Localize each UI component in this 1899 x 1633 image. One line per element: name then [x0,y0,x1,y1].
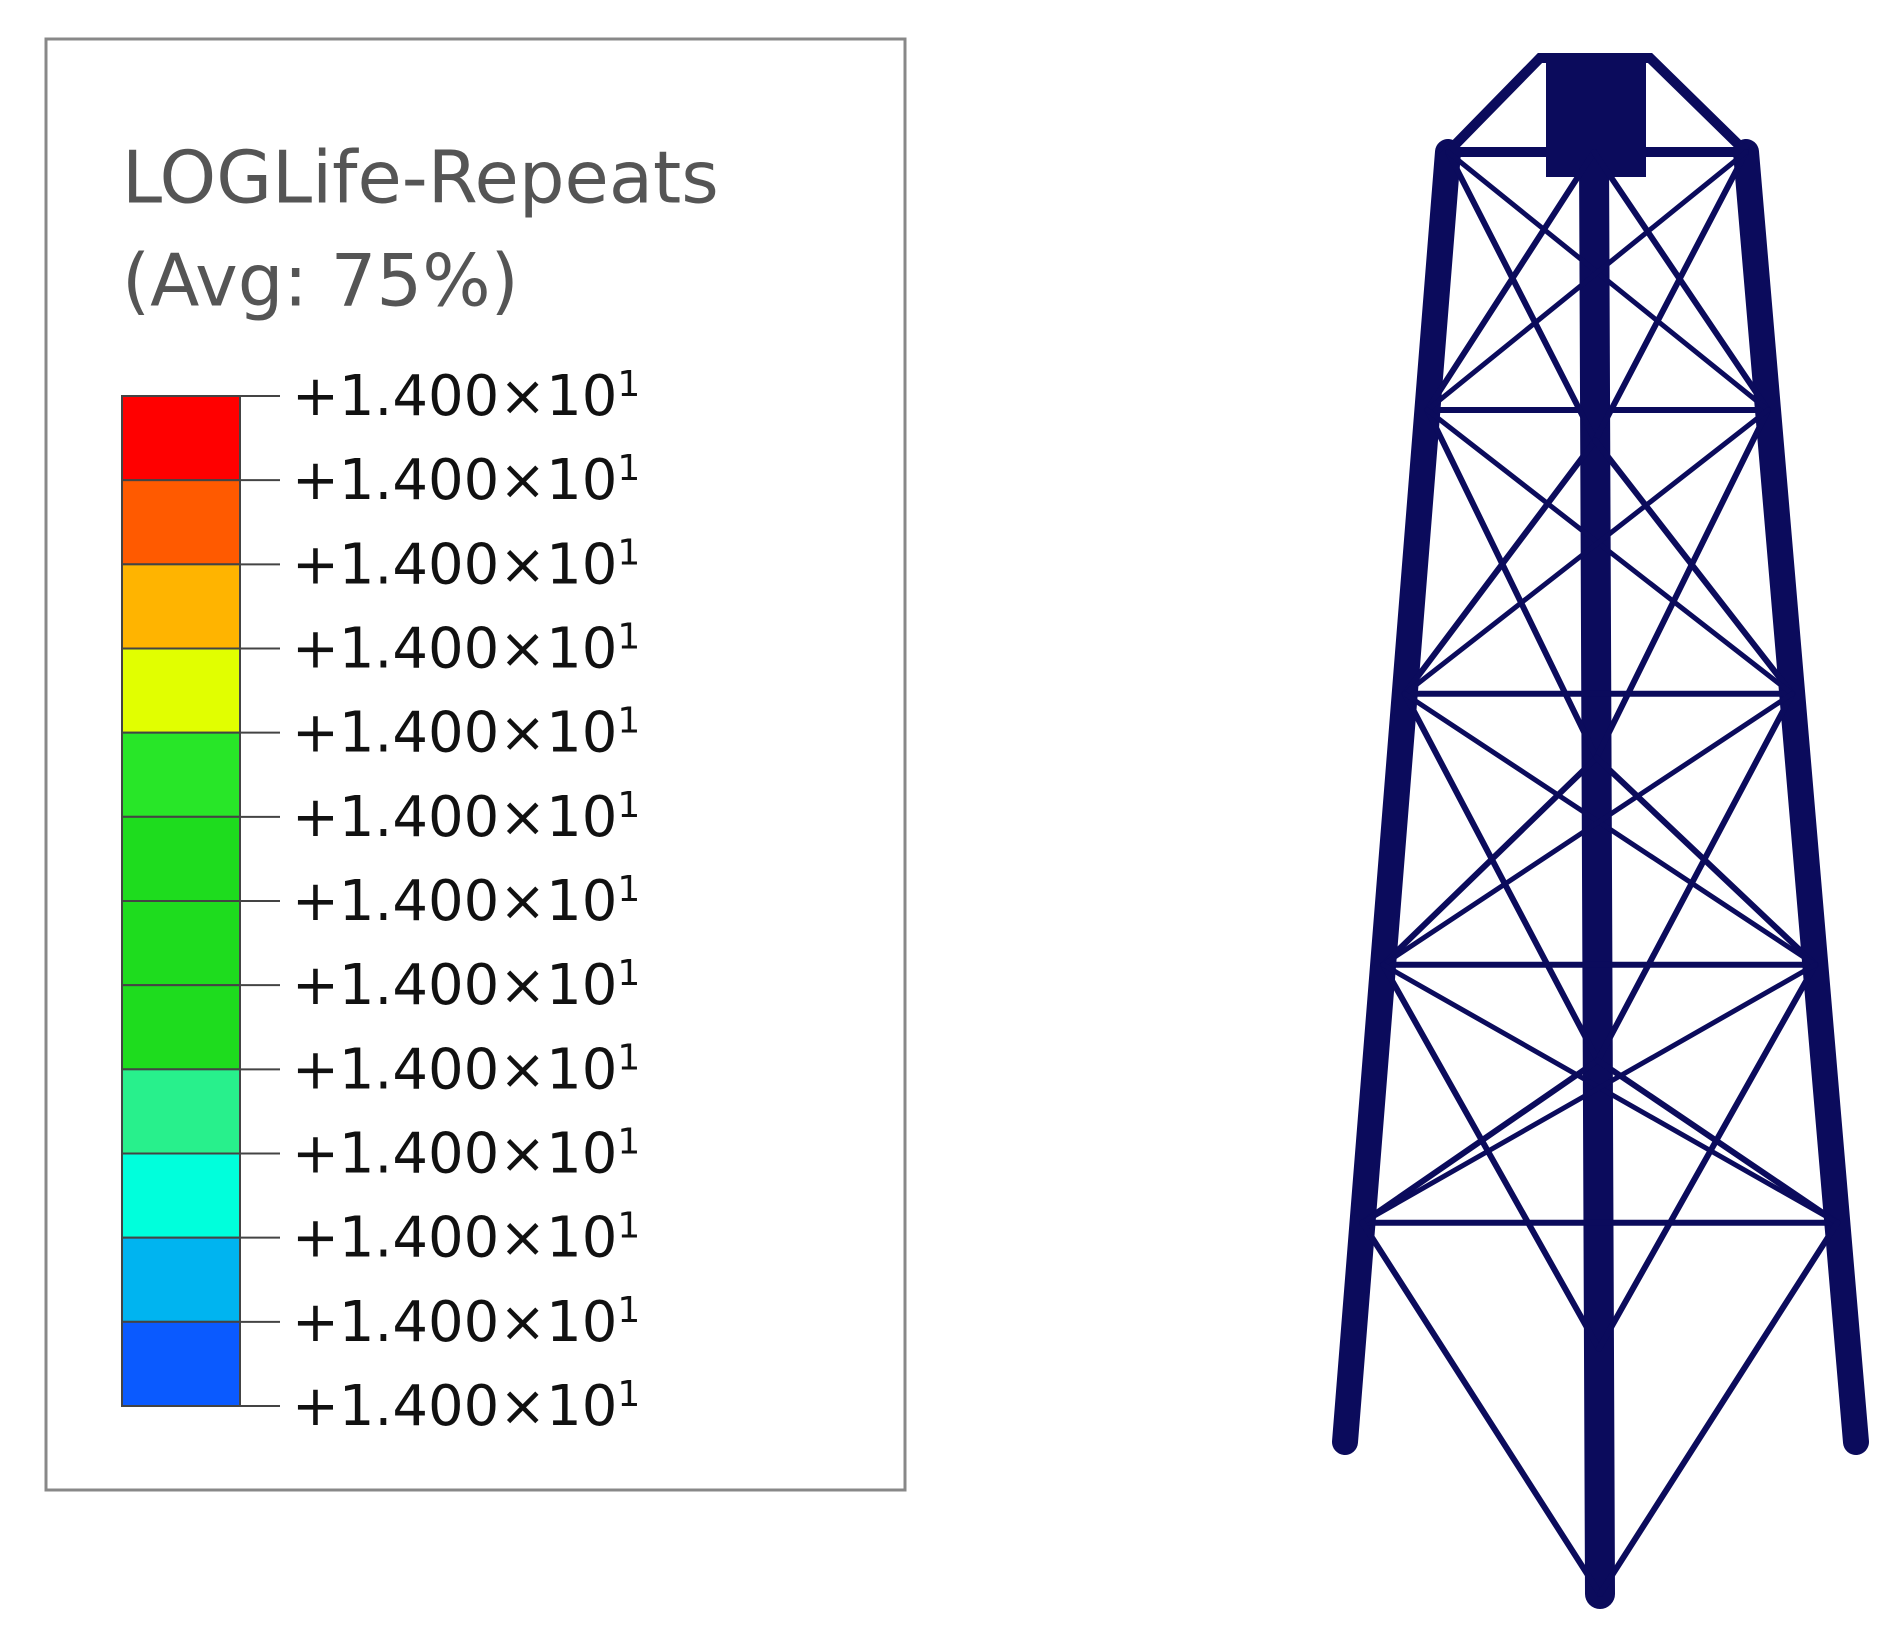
color-band [121,731,241,818]
label-exponent: 1 [617,953,640,994]
label-mantissa: +1.400×10 [292,701,617,766]
label-exponent: 1 [617,448,640,489]
brace [1402,691,1818,968]
label-exponent: 1 [617,1206,640,1247]
label-mantissa: +1.400×10 [292,1374,617,1439]
label-exponent: 1 [617,701,640,742]
brace [1424,149,1749,413]
label-exponent: 1 [617,785,640,826]
color-band [121,479,241,566]
brace [1359,1057,1601,1226]
label-mantissa: +1.400×10 [292,364,617,429]
brace [1593,754,1819,968]
label-mantissa: +1.400×10 [292,617,617,682]
legend-label: +1.400×101 [292,1122,640,1187]
brace [1401,690,1601,1064]
legend-label: +1.400×101 [292,1374,640,1439]
brace [1360,962,1818,1226]
leg [1579,137,1615,1609]
label-exponent: 1 [617,364,640,405]
brace [1380,754,1600,968]
label-exponent: 1 [617,532,640,573]
legend-label: +1.400×101 [292,869,640,934]
brace [1594,1057,1841,1226]
color-band [121,1068,241,1155]
label-exponent: 1 [617,1374,640,1415]
legend-label: +1.400×101 [292,701,640,766]
legend-label: +1.400×101 [292,1206,640,1271]
legend-label: +1.400×101 [292,532,640,597]
label-mantissa: +1.400×10 [292,785,617,850]
legend-label: +1.400×101 [292,364,640,429]
label-exponent: 1 [617,1290,640,1331]
brace [1597,1219,1841,1597]
brace [1380,961,1602,1352]
brace [1445,149,1599,444]
brace [1424,407,1795,697]
label-exponent: 1 [617,1037,640,1078]
color-band [121,1320,241,1408]
color-band [121,395,241,482]
label-mantissa: +1.400×10 [292,1122,617,1187]
color-band [121,900,241,987]
legend-title: LOGLife-Repeats [122,136,719,220]
brace [1380,691,1795,968]
brace [1595,961,1819,1352]
brace [1593,407,1771,761]
legend-label: +1.400×101 [292,448,640,513]
label-mantissa: +1.400×10 [292,953,617,1018]
brace [1380,962,1840,1226]
tower-model [1332,53,1869,1609]
brace [1402,407,1771,697]
brace [1401,437,1599,697]
label-mantissa: +1.400×10 [292,532,617,597]
label-mantissa: +1.400×10 [292,869,617,934]
legend-label: +1.400×101 [292,1037,640,1102]
legend-label: +1.400×101 [292,617,640,682]
label-exponent: 1 [617,1122,640,1163]
label-mantissa: +1.400×10 [292,1206,617,1271]
label-mantissa: +1.400×10 [292,1290,617,1355]
label-mantissa: +1.400×10 [292,1037,617,1102]
legend-label: +1.400×101 [292,785,640,850]
brace [1592,149,1749,444]
leg [1733,139,1869,1455]
color-band [121,984,241,1071]
brace [1591,149,1771,413]
brace [1424,149,1597,413]
legend-subtitle: (Avg: 75%) [122,239,519,323]
leg [1332,139,1461,1455]
brace [1592,437,1796,697]
color-band [121,1152,241,1239]
color-band [121,1236,241,1323]
label-exponent: 1 [617,869,640,910]
label-exponent: 1 [617,617,640,658]
brace [1359,1219,1603,1597]
color-band [121,647,241,734]
brace [1594,690,1796,1064]
color-band [121,815,241,902]
label-mantissa: +1.400×10 [292,448,617,513]
color-band [121,563,241,650]
brace [1445,149,1771,413]
legend-label: +1.400×101 [292,1290,640,1355]
legend-label: +1.400×101 [292,953,640,1018]
brace [1424,407,1600,761]
